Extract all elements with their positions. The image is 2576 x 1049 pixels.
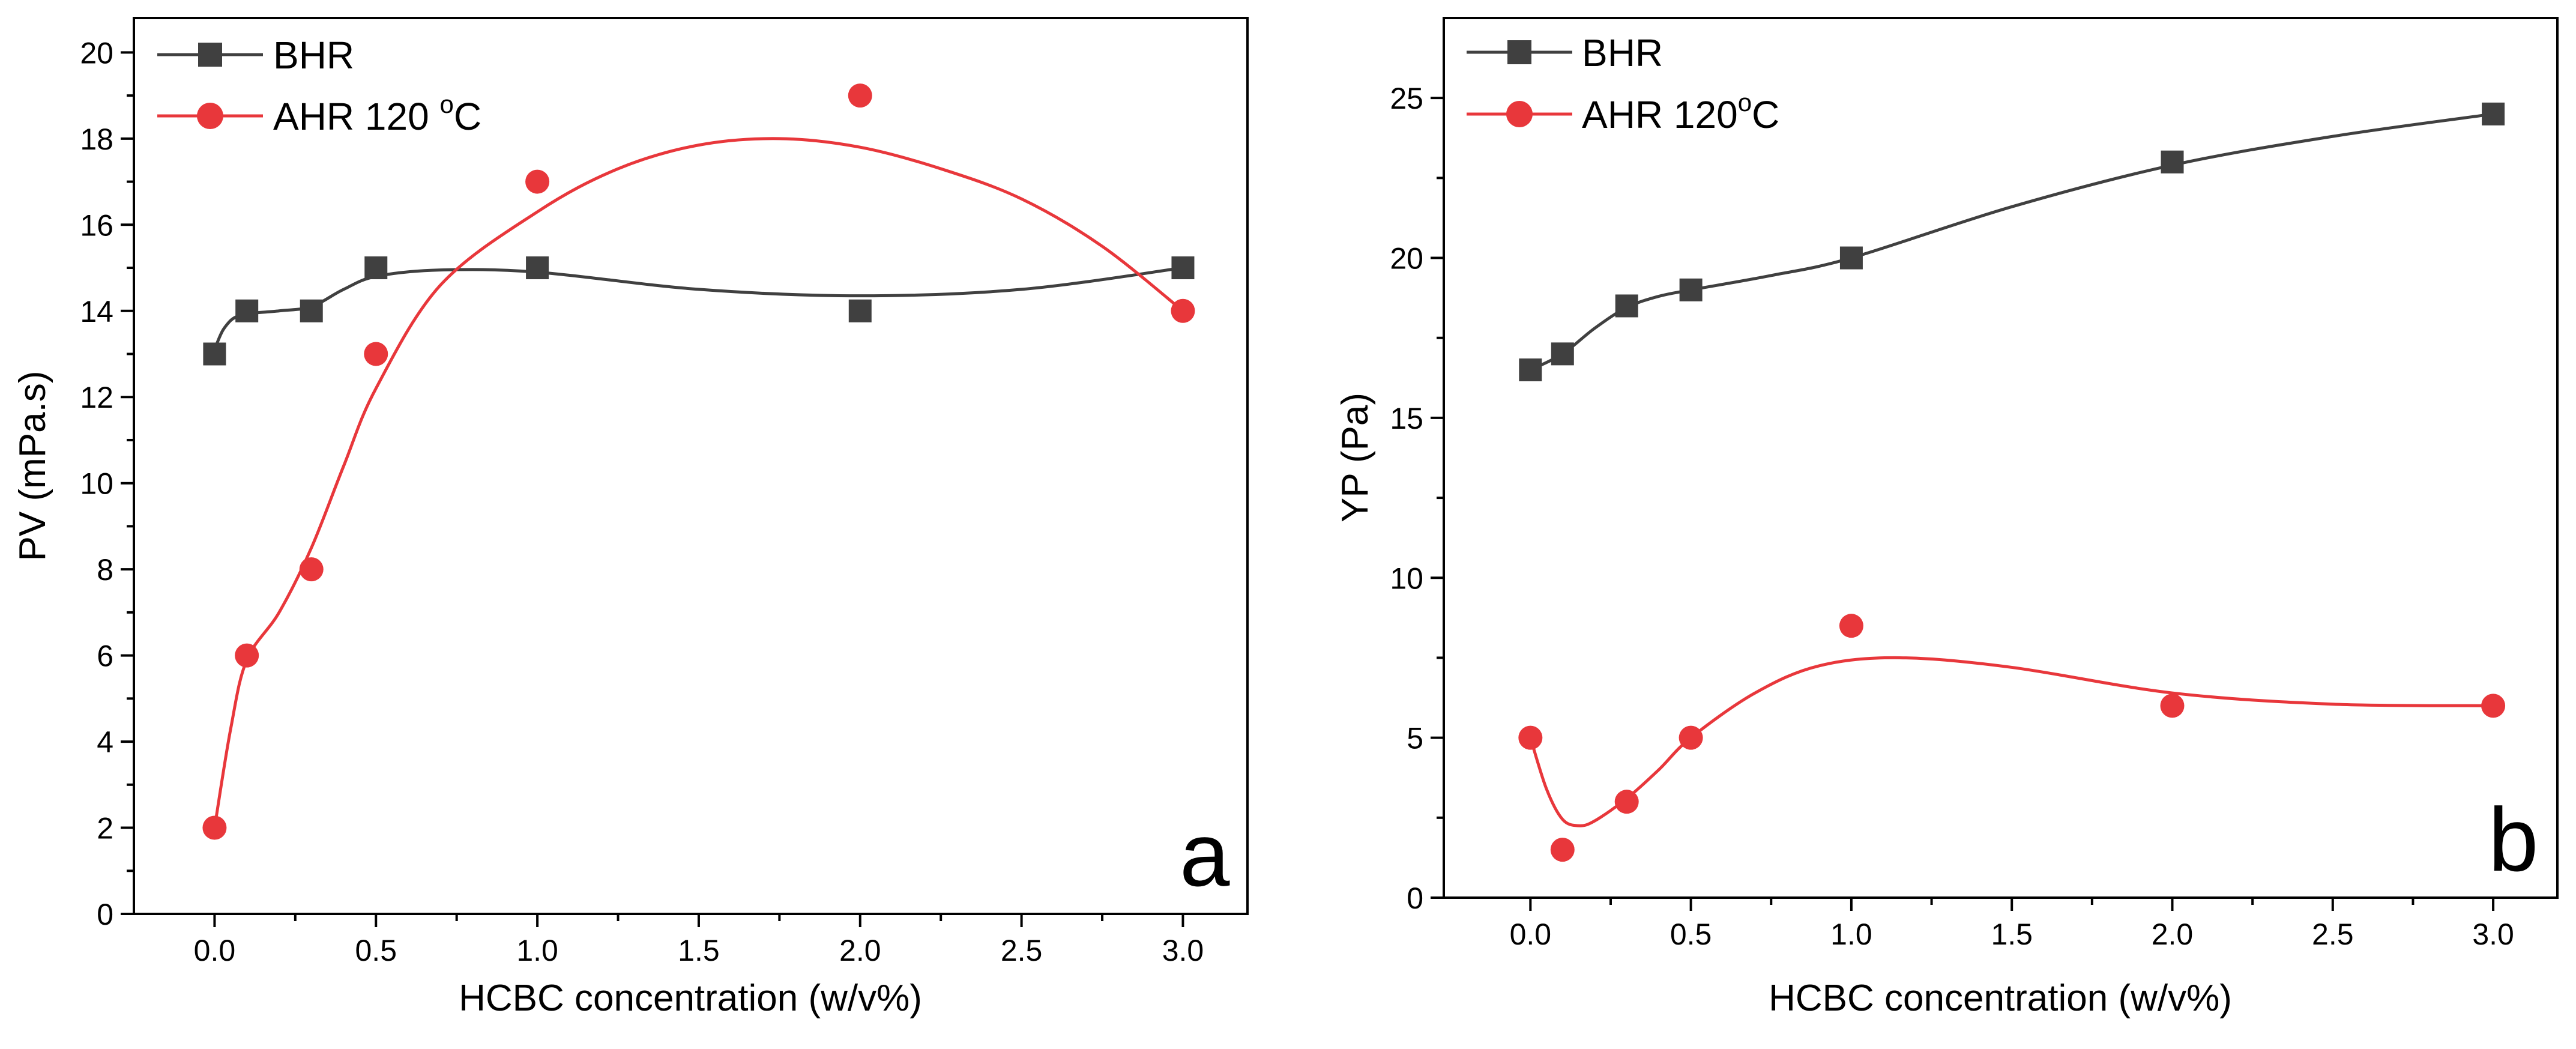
- data-point-bhr: [1839, 246, 1863, 270]
- x-axis-label-b: HCBC concentration (w/v%): [1769, 978, 2232, 1019]
- data-point-bhr: [1615, 294, 1638, 318]
- x-tick-label: 1.0: [1830, 917, 1872, 951]
- y-tick-label: 14: [80, 295, 113, 328]
- x-tick-label: 3.0: [2472, 917, 2514, 951]
- data-point-bhr: [1679, 278, 1703, 301]
- data-point-ahr: [299, 557, 324, 582]
- x-tick-label: 0.0: [1510, 917, 1552, 951]
- panel-letter-b: b: [2488, 789, 2538, 890]
- legend-ahr-degree: o: [1738, 88, 1752, 116]
- y-tick-label: 6: [97, 639, 113, 673]
- y-tick-label: 10: [1390, 561, 1423, 595]
- y-axis-label-a: PV (mPa.s): [12, 371, 53, 561]
- legend-label-bhr: BHR: [1582, 31, 1663, 74]
- y-tick-label: 18: [80, 122, 113, 156]
- legend-ahr-unit: C: [1752, 93, 1779, 136]
- panel-letter-a: a: [1180, 804, 1230, 905]
- data-point-ahr: [2160, 694, 2185, 718]
- x-axis-label-a: HCBC concentration (w/v%): [459, 978, 922, 1019]
- y-tick-label: 0: [1407, 881, 1423, 915]
- x-tick-label: 0.5: [1670, 917, 1712, 951]
- fit-curves-b: [1528, 112, 2494, 827]
- data-point-ahr: [848, 83, 872, 108]
- plot-frame-b: [1443, 17, 2559, 899]
- y-tick-label: 25: [1390, 82, 1423, 115]
- data-point-ahr: [1839, 614, 1863, 638]
- x-tick-label: 1.5: [1991, 917, 2033, 951]
- data-point-bhr: [203, 342, 226, 366]
- legend-label-ahr: AHR 120oC: [1582, 88, 1779, 136]
- axis-ticks-b: 0.0 0.5 1.0 1.5 2.0 2.5 3.0 0 5 10 15 20 25: [1390, 82, 2514, 951]
- data-point-ahr: [202, 815, 227, 840]
- y-tick-label: 12: [80, 381, 113, 414]
- data-point-ahr: [2481, 694, 2506, 718]
- y-tick-label: 10: [80, 467, 113, 501]
- data-point-ahr: [364, 342, 388, 366]
- data-point-bhr: [235, 299, 259, 322]
- legend-ahr-degree: o: [439, 90, 453, 118]
- y-tick-label: 4: [97, 725, 113, 759]
- y-tick-label: 8: [97, 553, 113, 587]
- data-point-bhr: [1171, 256, 1195, 280]
- data-point-bhr: [526, 256, 549, 280]
- x-tick-label: 1.5: [678, 934, 720, 967]
- data-point-bhr: [2482, 102, 2505, 125]
- y-tick-label: 5: [1407, 722, 1423, 755]
- fit-curves-a: [213, 137, 1184, 828]
- fit-curve-ahr: [1528, 656, 2494, 827]
- data-markers-b: [1518, 102, 2506, 862]
- x-tick-label: 2.5: [2312, 917, 2354, 951]
- data-point-ahr: [1614, 790, 1639, 814]
- data-point-bhr: [364, 256, 388, 280]
- legend-label-bhr: BHR: [273, 34, 354, 77]
- x-tick-label: 0.5: [355, 934, 397, 967]
- data-markers-a: [202, 83, 1195, 840]
- y-tick-label: 0: [97, 898, 113, 931]
- fit-curve-bhr: [213, 266, 1183, 351]
- fit-curve-ahr: [213, 137, 1184, 828]
- legend-marker-bhr: [198, 43, 222, 67]
- data-point-ahr: [1679, 725, 1703, 750]
- y-tick-label: 16: [80, 208, 113, 242]
- legend-label-ahr: AHR 120 oC: [273, 90, 481, 138]
- legend-a: BHR AHR 120 oC: [157, 34, 481, 138]
- data-point-bhr: [1519, 358, 1542, 381]
- data-point-ahr: [1550, 838, 1575, 862]
- y-tick-label: 2: [97, 812, 113, 845]
- x-tick-label: 3.0: [1162, 934, 1204, 967]
- plot-frame-a: [133, 17, 1249, 915]
- x-tick-label: 1.0: [516, 934, 558, 967]
- x-tick-label: 2.5: [1001, 934, 1043, 967]
- legend-marker-ahr: [1506, 101, 1533, 127]
- data-point-bhr: [848, 299, 872, 322]
- data-point-bhr: [1551, 342, 1574, 366]
- data-point-bhr: [2161, 150, 2184, 174]
- data-point-ahr: [1171, 298, 1195, 323]
- legend-b: BHR AHR 120oC: [1467, 31, 1779, 136]
- data-point-ahr: [235, 643, 259, 668]
- fit-curve-bhr: [1530, 112, 2494, 372]
- y-tick-label: 20: [1390, 242, 1423, 276]
- y-tick-label: 20: [80, 36, 113, 70]
- data-point-ahr: [1518, 725, 1543, 750]
- x-tick-label: 2.0: [839, 934, 881, 967]
- x-tick-label: 0.0: [194, 934, 236, 967]
- y-axis-label-b: YP (Pa): [1335, 393, 1376, 522]
- legend-marker-bhr: [1507, 40, 1531, 64]
- data-point-ahr: [525, 169, 550, 194]
- legend-ahr-unit: C: [454, 95, 481, 138]
- chart-panel-a: 0.0 0.5 1.0 1.5 2.0 2.5 3.0 0 2 4 6 8 10 12 14 16 18 20 B…: [12, 17, 1249, 1019]
- legend-ahr-main: AHR 120: [273, 95, 439, 138]
- x-tick-label: 2.0: [2152, 917, 2194, 951]
- legend-marker-ahr: [197, 103, 223, 129]
- axis-ticks-a: 0.0 0.5 1.0 1.5 2.0 2.5 3.0 0 2 4 6 8 10 12 14 16 18 20: [80, 36, 1204, 967]
- chart-panel-b: 0.0 0.5 1.0 1.5 2.0 2.5 3.0 0 5 10 15 20 25 BHR AHR …: [1335, 17, 2559, 1019]
- y-tick-label: 15: [1390, 402, 1423, 435]
- legend-ahr-main: AHR 120: [1582, 93, 1738, 136]
- data-point-bhr: [300, 299, 323, 322]
